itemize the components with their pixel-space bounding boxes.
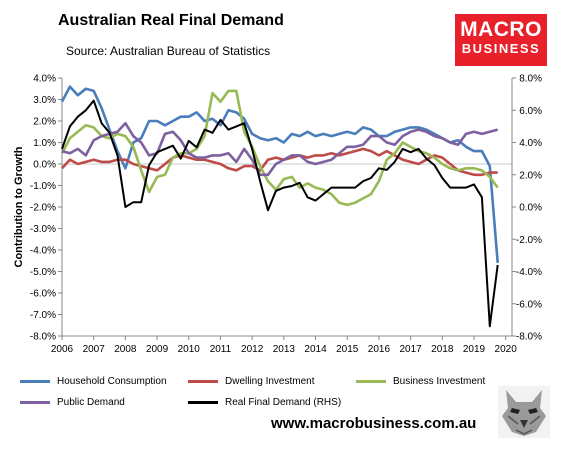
series-line-business-investment	[60, 89, 499, 207]
logo-text-macro: MACRO	[460, 18, 542, 41]
legend-swatch	[188, 401, 218, 404]
y2-tick-label: 0.0%	[519, 203, 542, 214]
legend-label: Business Investment	[393, 376, 486, 387]
y-tick-label: -1.0%	[30, 181, 56, 192]
x-tick-label: 2013	[273, 344, 296, 355]
y-tick-label: 2.0%	[33, 117, 56, 128]
legend-item: Dwelling Investment	[188, 376, 314, 387]
x-tick-label: 2020	[495, 344, 518, 355]
series-line-public-demand	[61, 121, 499, 177]
legend-label: Public Demand	[57, 397, 125, 408]
y2-tick-label: 8.0%	[519, 74, 542, 85]
y-tick-label: 3.0%	[33, 95, 56, 106]
logo-text-business: BUSINESS	[461, 41, 541, 56]
y-tick-label: -7.0%	[30, 310, 56, 321]
y-tick-label: 0.0%	[33, 160, 56, 171]
x-tick-label: 2016	[368, 344, 391, 355]
chart-title: Australian Real Final Demand	[58, 12, 284, 29]
legend-swatch	[188, 380, 218, 383]
x-tick-label: 2011	[210, 344, 232, 355]
legend-item: Business Investment	[356, 376, 485, 387]
x-tick-label: 2007	[83, 344, 106, 355]
y-axis-title: Contribution to Growth	[13, 146, 25, 267]
x-tick-label: 2009	[146, 344, 169, 355]
x-tick-label: 2012	[241, 344, 264, 355]
y2-tick-label: -8.0%	[516, 332, 542, 343]
series-line-real-final-demand-rhs	[61, 99, 499, 328]
y-tick-label: 4.0%	[33, 74, 56, 85]
y2-tick-label: 2.0%	[519, 170, 542, 181]
y2-tick-label: 4.0%	[519, 138, 542, 149]
x-tick-label: 2010	[178, 344, 201, 355]
legend-swatch	[356, 380, 386, 383]
chart-source: Source: Australian Bureau of Statistics	[66, 44, 271, 58]
legend-item: Real Final Demand (RHS)	[188, 397, 341, 408]
y-tick-label: -2.0%	[30, 203, 56, 214]
y-tick-label: -3.0%	[30, 224, 56, 235]
legend-swatch	[20, 401, 50, 404]
y2-tick-label: 6.0%	[519, 106, 542, 117]
x-tick-label: 2019	[463, 344, 486, 355]
legend-label: Household Consumption	[57, 376, 167, 387]
legend-label: Dwelling Investment	[225, 376, 315, 387]
y-tick-label: -5.0%	[30, 267, 56, 278]
x-tick-label: 2017	[399, 344, 422, 355]
legend-item: Household Consumption	[20, 376, 167, 387]
y2-tick-label: -6.0%	[516, 299, 542, 310]
x-tick-label: 2015	[336, 344, 359, 355]
y-tick-label: -8.0%	[30, 332, 56, 343]
y2-tick-label: -4.0%	[516, 267, 542, 278]
legend-label: Real Final Demand (RHS)	[225, 397, 342, 408]
wolf-logo-icon	[498, 386, 550, 438]
y-tick-label: 1.0%	[33, 138, 56, 149]
x-tick-label: 2014	[304, 344, 327, 355]
legend-swatch	[20, 380, 50, 383]
legend-item: Public Demand	[20, 397, 125, 408]
x-tick-label: 2006	[51, 344, 74, 355]
x-tick-label: 2018	[431, 344, 454, 355]
macrobusiness-logo: MACRO BUSINESS	[455, 14, 547, 66]
website-url[interactable]: www.macrobusiness.com.au	[271, 415, 477, 432]
x-tick-label: 2008	[114, 344, 137, 355]
series-line-dwelling-investment	[61, 147, 498, 177]
y-tick-label: -4.0%	[30, 246, 56, 257]
series-line-household-consumption	[60, 85, 499, 264]
y2-tick-label: -2.0%	[516, 235, 542, 246]
y-tick-label: -6.0%	[30, 289, 56, 300]
